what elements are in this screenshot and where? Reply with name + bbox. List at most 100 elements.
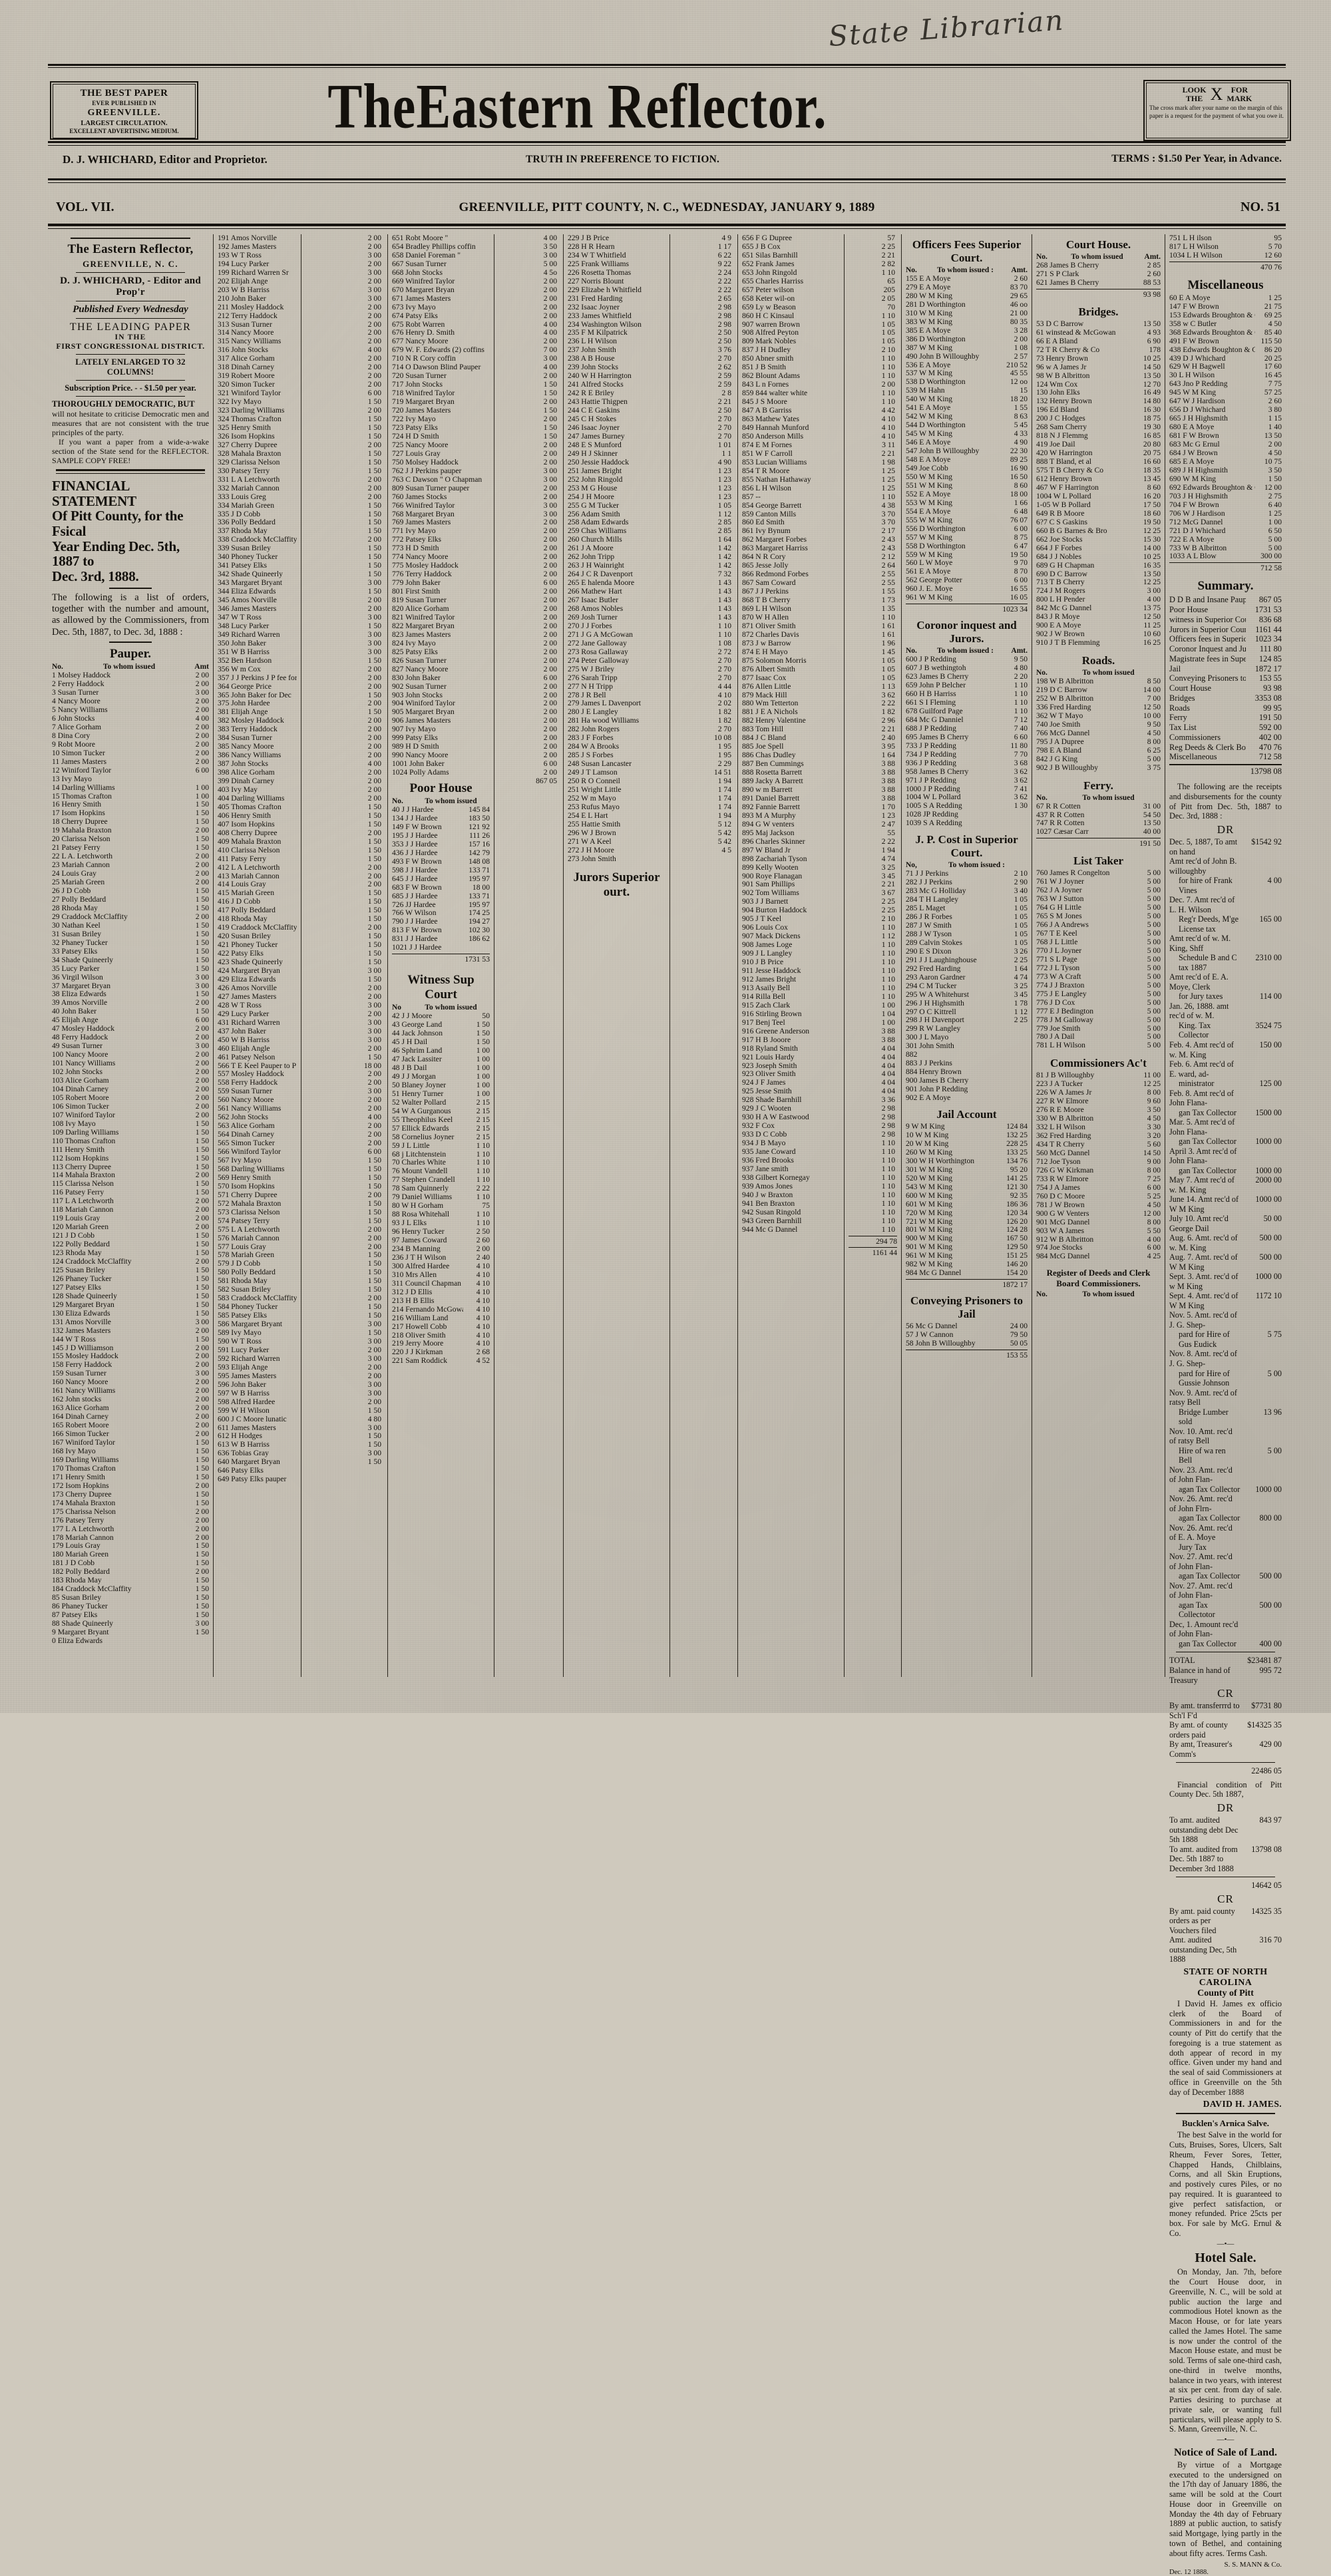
ledger-row: 56 Mc G Dannel 24 00 — [906, 1322, 1028, 1331]
ledger-amount: 1 50 — [367, 940, 381, 950]
ledger-name: 576 Mariah Cannon — [218, 1234, 280, 1242]
ledger-name: 831 J J Hardee — [392, 935, 438, 944]
entry-label: Nov. 23. Amt. rec'd of John Flan- — [1169, 1465, 1233, 1485]
ledger-name: 416 J D Cobb — [218, 898, 261, 906]
ledger-row: 601 W M King 186 36 — [906, 1200, 1028, 1209]
ledger-amount: 6 47 — [1014, 541, 1028, 550]
ledger-name: 942 Susan Ringold — [742, 1208, 801, 1216]
ledger-row: 800 L H Pender 4 00 — [1036, 595, 1161, 604]
ledger-amount: 3 76 — [717, 345, 731, 355]
ledger-amount: 1 10 — [476, 1218, 490, 1228]
ledger-name: 356 W m Cox — [218, 665, 261, 673]
miscellaneous-list: 60 E A Moye 1 25 147 F W Brown 21 75 153 Edw… — [1169, 293, 1282, 562]
entry-label: Sept. 4. Amt. rec'd of W M King — [1169, 1291, 1238, 1310]
ledger-name: 282 J J Perkins — [906, 878, 952, 887]
ledger-name: 351 W B Harriss — [218, 647, 270, 656]
ledger-amount: 2 15 — [476, 1106, 490, 1115]
ledger-name: 578 Mariah Green — [218, 1251, 274, 1260]
ledger-name: 590 W T Ross — [218, 1338, 262, 1346]
ledger-name: 681 F W Brown — [1169, 432, 1219, 441]
ledger-name: 763 W J Sutton — [1036, 895, 1084, 904]
ledger-amount: 1 10 — [881, 1139, 895, 1148]
volume-label: VOL. VII. — [56, 200, 114, 214]
ledger-amount: 1 50 — [367, 897, 381, 906]
ledger-amount: 1 50 — [367, 690, 381, 699]
ledger-name: 200 J C Hodges — [1036, 415, 1085, 423]
summary-total: 13798 08 — [1169, 764, 1282, 777]
ledger-name: 218 Oliver Smith — [392, 1331, 446, 1340]
ledger-name: 575 T B Cherry & Co — [1036, 466, 1104, 475]
reg-deeds-total: 470 76 — [1169, 261, 1282, 272]
ledger-name: 147 F W Brown — [1169, 302, 1219, 311]
ledger-amount: 1 50 — [367, 854, 381, 863]
ledger-name: 72 T R Cherry & Co — [1036, 345, 1100, 354]
ledger-name: 770 J L Joyner — [1036, 946, 1082, 955]
ledger-entry: gan Tax Collector 1000 00 — [1169, 1166, 1282, 1176]
section-heading-witness: Witness Sup Court — [407, 973, 475, 1002]
ledger-amount: 10 60 — [1143, 630, 1161, 639]
ledger-name: 683 F W Brown — [392, 883, 442, 892]
ledger-name: 169 Darling Williams — [52, 1455, 119, 1464]
ledger-row: 35 Lucy Parker 1 50 — [52, 964, 209, 974]
ledger-row: 685 E A Moye 10 75 — [1169, 457, 1282, 466]
ledger-amount: 178 — [1149, 345, 1161, 354]
ledger-name: 434 T R Cherry — [1036, 1141, 1085, 1149]
ledger-amount: 57 25 — [1264, 388, 1282, 397]
ledger-name: 654 Bradley Phillips coffin — [392, 242, 476, 251]
ledger-row: 386 D Worthington 2 00 — [906, 335, 1028, 344]
ledger-amount: 5 00 — [1147, 998, 1161, 1007]
ledger-name: 659 John P Belcher — [906, 681, 966, 690]
ledger-name: 270 J J Forbes — [568, 622, 612, 630]
ledger-amount: 1 50 — [367, 1052, 381, 1061]
ledger-amount: 1 98 — [881, 457, 895, 466]
ledger-name: 713 T B Cherry — [1036, 578, 1085, 587]
list-taker-list: 760 James R Congelton 5 00 761 W J Joyner 5… — [1036, 868, 1161, 1050]
ledger-name: 896 Charles Skinner — [742, 837, 805, 846]
ledger-row: 110 Thomas Crafton 1 50 — [52, 1137, 209, 1146]
ledger-row: 285 L Maget 1 05 — [906, 904, 1028, 913]
ledger-name: 902 J B Willoughby — [1036, 763, 1099, 772]
entry-value: 316 70 — [1259, 1935, 1282, 1945]
ledger-amount: 79 50 — [1010, 1330, 1028, 1340]
ledger-entry: for Jury taxes 114 00 — [1169, 992, 1282, 1002]
ledger-name: 249 J T Lamson — [568, 769, 618, 777]
entry-label: Amt rec'd of E. A. Moye, Clerk — [1169, 972, 1229, 992]
ledger-row: 6?7 C S Gaskins 19 50 — [1036, 518, 1161, 527]
ledger-row: 68 j Litchtenstein 1 10 — [392, 1150, 490, 1159]
ledger-amount: 2 00 — [367, 1233, 381, 1242]
summary-label: Commissioners — [1169, 732, 1221, 742]
ledger-amount: 3 00 — [367, 293, 381, 303]
ledger-amount: 2 00 — [367, 242, 381, 251]
ledger-name: 192 James Masters — [218, 242, 277, 251]
ledger-name: 553 W M King — [906, 498, 953, 507]
ledger-name: 228 H R Hearn — [568, 242, 615, 251]
ledger-amount: 4 44 — [717, 681, 731, 691]
ledger-name: 6?7 C S Gaskins — [1036, 518, 1087, 526]
ledger-amount: 16 35 — [1143, 560, 1161, 570]
ledger-amount: 9 70 — [1014, 558, 1028, 568]
ledger-amount: 1 50 — [367, 552, 381, 562]
summary-label: Conveying Prisoners to Jail — [1169, 673, 1246, 683]
ledger-amount: 1 10 — [1014, 706, 1028, 715]
ledger-entry: Feb. 8. Amt rec'd of John Flana- — [1169, 1089, 1282, 1108]
ledger-amount: 2 00 — [195, 1343, 209, 1352]
ledger-entry: for hire of Frank Vines 4 00 — [1169, 876, 1282, 895]
ledger-amount: 2 98 — [717, 302, 731, 311]
ledger-name: 901 John P Redding — [906, 1085, 968, 1094]
ledger-name: 112 Isom Hopkins — [52, 1154, 109, 1163]
ledger-amount: 8 50 — [1147, 677, 1161, 686]
ledger-name: 566 T E Keel Pauper to P H — [218, 1061, 297, 1070]
ledger-name: 901 Sam Phillips — [742, 880, 795, 889]
badge-line-5: EXCELLENT ADVERTISING MEDIUM. — [69, 127, 179, 134]
ledger-entry: agan Tax Collector 1000 00 — [1169, 1485, 1282, 1495]
ledger-row: 1005 S A Redding 1 30 — [906, 801, 1028, 811]
motto-line: TRUTH IN PREFERENCE TO FICTION. — [526, 154, 720, 165]
ledger-name: 773 W A Craft — [1036, 972, 1081, 981]
ledger-name: 801 First Smith — [392, 588, 441, 596]
ledger-name: 219 D C Barrow — [1036, 686, 1087, 695]
ledger-name: 419 Joe Dail — [1036, 441, 1075, 449]
ledger-name: 984 Mc G Dannel — [906, 1269, 962, 1278]
ledger-row: 733 R W Elmore 7 25 — [1036, 1175, 1161, 1184]
header-no: No. — [52, 663, 63, 671]
section-heading-court-house: Court House. — [1065, 238, 1131, 251]
